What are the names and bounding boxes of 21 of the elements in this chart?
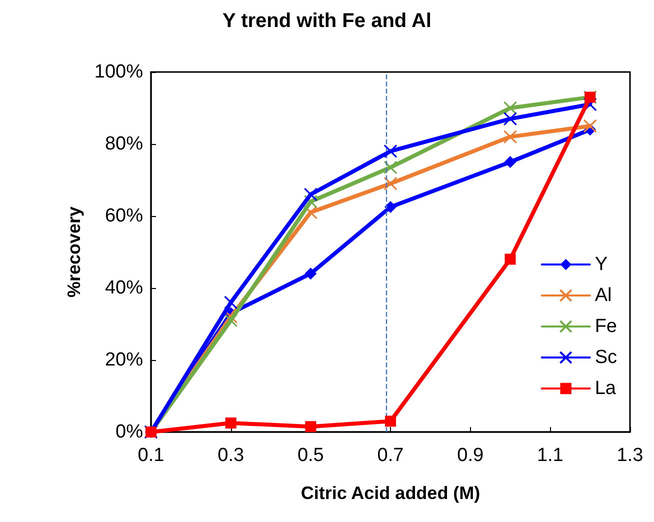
x-tick-label: 0.9 [457, 445, 484, 466]
x-tick-label: 0.5 [297, 445, 324, 466]
x-tick-label: 1.1 [536, 445, 564, 466]
y-tick-label: 100% [94, 62, 144, 82]
y-axis-title: %recovery [64, 206, 84, 298]
x-tick-label: 0.3 [218, 445, 244, 466]
x-tick-label: 0.1 [138, 445, 164, 466]
y-tick-label: 20% [104, 350, 144, 370]
legend-label: Fe [594, 316, 618, 337]
y-tick-label: 60% [104, 206, 144, 226]
y-tick-label: 0% [116, 422, 144, 442]
legend-label: Sc [594, 347, 618, 368]
x-axis-title: Citric Acid added (M) [300, 483, 480, 503]
chart-title: Y trend with Fe and Al [222, 10, 432, 32]
x-tick-label: 1.3 [616, 445, 644, 466]
y-tick-label: 80% [104, 134, 144, 154]
legend-label: Y [594, 254, 608, 275]
legend-label: Al [594, 285, 612, 306]
legend-label: La [594, 378, 616, 399]
y-tick-label: 40% [104, 278, 144, 298]
x-tick-label: 0.7 [377, 445, 404, 466]
